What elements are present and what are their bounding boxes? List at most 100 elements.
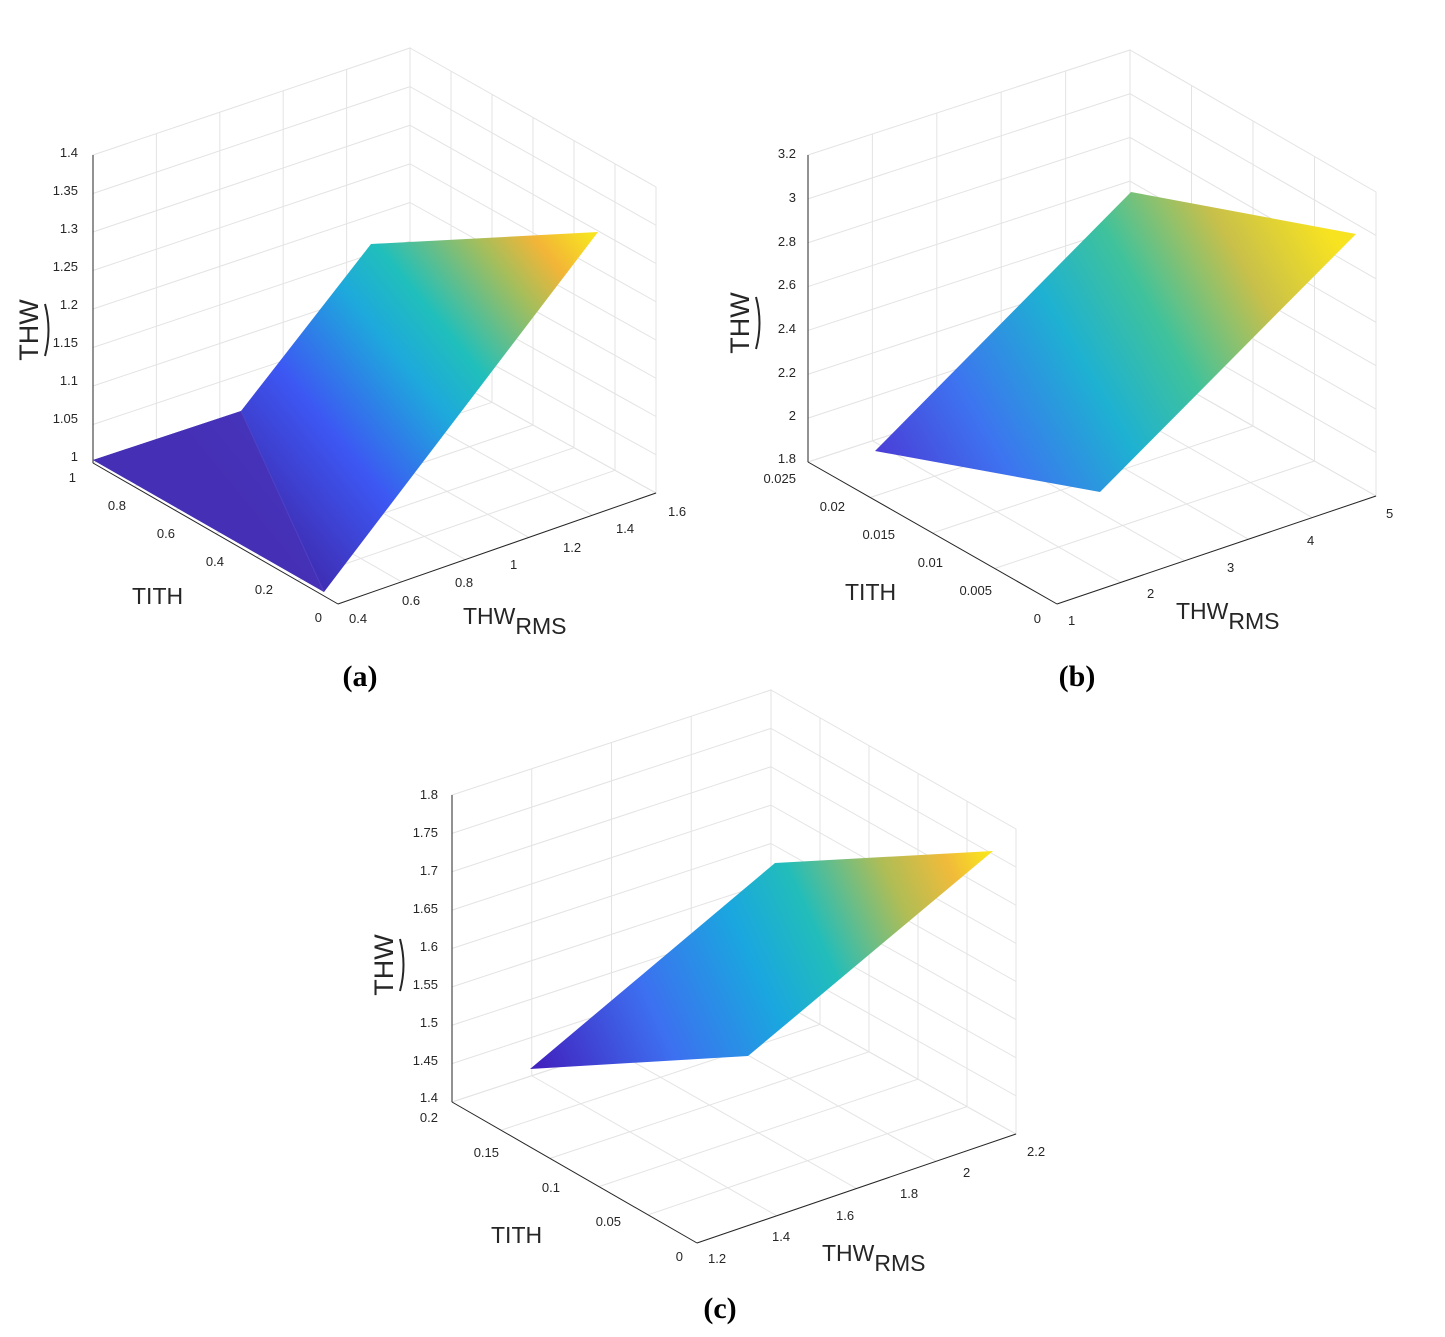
y-tick: 0.6 bbox=[157, 526, 175, 541]
grid-line bbox=[611, 1049, 857, 1189]
z-tick: 1.65 bbox=[413, 901, 438, 916]
z-tick: 1.25 bbox=[53, 259, 78, 274]
grid-line bbox=[92, 86, 411, 194]
z-tick: 1.1 bbox=[60, 373, 78, 388]
y-tick: 0.005 bbox=[959, 583, 992, 598]
grid-line bbox=[92, 202, 411, 310]
panel-b-x-label: THWRMS bbox=[1176, 598, 1280, 634]
z-tick: 2.4 bbox=[778, 321, 796, 336]
panel-a-y-ticks: 1 0.8 0.6 0.4 0.2 0 bbox=[69, 470, 322, 625]
hat-mark bbox=[44, 303, 50, 357]
x-tick: 1.6 bbox=[668, 504, 686, 519]
y-tick: 0 bbox=[1034, 611, 1041, 626]
x-tick: 2 bbox=[1147, 586, 1154, 601]
x-label-main: THW bbox=[822, 1240, 875, 1266]
panel-c-axes bbox=[451, 795, 1017, 1244]
panel-c: 1.8 1.75 1.7 1.65 1.6 1.55 1.5 1.45 1.4 … bbox=[369, 689, 1045, 1325]
x-label-sub: RMS bbox=[1228, 608, 1279, 634]
z-tick: 3.2 bbox=[778, 146, 796, 161]
panel-b-y-ticks: 0.025 0.02 0.015 0.01 0.005 0 bbox=[763, 471, 1041, 626]
hat-mark bbox=[755, 296, 761, 350]
z-tick: 2 bbox=[789, 408, 796, 423]
panel-c-y-label: TITH bbox=[491, 1222, 542, 1248]
surface-a-crease bbox=[240, 410, 325, 593]
z-tick: 3 bbox=[789, 190, 796, 205]
svg-text:THW: THW bbox=[725, 292, 755, 354]
svg-text:THW: THW bbox=[14, 299, 44, 361]
z-tick: 2.6 bbox=[778, 277, 796, 292]
z-tick: 1 bbox=[71, 449, 78, 464]
z-tick: 2.8 bbox=[778, 234, 796, 249]
grid-line bbox=[994, 460, 1315, 569]
panel-c-caption: (c) bbox=[703, 1292, 736, 1325]
panel-b-z-ticks: 3.2 3 2.8 2.6 2.4 2.2 2 1.8 bbox=[778, 146, 796, 466]
panel-b-x-ticks: 1 2 3 4 5 bbox=[1068, 506, 1393, 628]
grid-line bbox=[598, 1078, 919, 1188]
panel-a-z-label: THW bbox=[14, 299, 50, 361]
surface-a-flat-facet bbox=[93, 411, 324, 592]
panel-c-x-ticks: 1.2 1.4 1.6 1.8 2 2.2 bbox=[708, 1144, 1045, 1266]
x-tick: 1 bbox=[1068, 613, 1075, 628]
grid-line bbox=[92, 124, 411, 233]
grid-line bbox=[807, 224, 1131, 331]
z-tick: 2.2 bbox=[778, 365, 796, 380]
grid-line bbox=[807, 93, 1131, 200]
y-tick: 1 bbox=[69, 470, 76, 485]
panel-b-y-label: TITH bbox=[845, 579, 896, 605]
x-tick: 4 bbox=[1307, 533, 1314, 548]
z-tick: 1.7 bbox=[420, 863, 438, 878]
grid-line bbox=[92, 240, 411, 348]
x-tick: 0.4 bbox=[349, 611, 367, 626]
y-tick: 0.02 bbox=[820, 499, 845, 514]
grid-line bbox=[500, 1023, 821, 1131]
panel-c-y-ticks: 0.2 0.15 0.1 0.05 0 bbox=[420, 1110, 683, 1264]
x-tick: 0.6 bbox=[402, 593, 420, 608]
z-tick: 1.15 bbox=[53, 335, 78, 350]
x-label-sub: RMS bbox=[515, 613, 566, 639]
grid-line bbox=[297, 469, 616, 581]
x-tick: 2 bbox=[963, 1165, 970, 1180]
y-tick: 0.8 bbox=[108, 498, 126, 513]
x-tick: 1.6 bbox=[836, 1208, 854, 1223]
x-label-sub: RMS bbox=[874, 1250, 925, 1276]
panel-a-x-label: THWRMS bbox=[463, 603, 567, 639]
z-tick: 1.5 bbox=[420, 1015, 438, 1030]
panel-c-z-label: THW bbox=[369, 934, 405, 996]
x-tick: 1.4 bbox=[616, 521, 634, 536]
surface-c bbox=[530, 851, 993, 1069]
y-tick: 0.05 bbox=[596, 1214, 621, 1229]
panel-a-axes bbox=[92, 155, 657, 605]
x-tick: 1 bbox=[510, 557, 517, 572]
y-tick: 0.1 bbox=[542, 1180, 560, 1195]
y-tick: 0.2 bbox=[420, 1110, 438, 1125]
x-label-main: THW bbox=[463, 603, 516, 629]
panel-c-z-ticks: 1.8 1.75 1.7 1.65 1.6 1.55 1.5 1.45 1.4 bbox=[413, 787, 438, 1105]
z-tick: 1.4 bbox=[60, 145, 78, 160]
z-tick: 1.2 bbox=[60, 297, 78, 312]
x-tick: 1.2 bbox=[708, 1251, 726, 1266]
x-label-main: THW bbox=[1176, 598, 1229, 624]
z-tick: 1.8 bbox=[778, 451, 796, 466]
y-tick: 0.15 bbox=[474, 1145, 499, 1160]
grid-line bbox=[531, 1075, 777, 1217]
z-tick: 1.55 bbox=[413, 977, 438, 992]
z-tick: 1.8 bbox=[420, 787, 438, 802]
grid-line bbox=[549, 1051, 870, 1159]
x-tick: 2.2 bbox=[1027, 1144, 1045, 1159]
grid-line bbox=[807, 136, 1131, 244]
svg-text:THW: THW bbox=[369, 934, 399, 996]
panel-a-y-label: TITH bbox=[132, 583, 183, 609]
surface-b bbox=[875, 192, 1356, 492]
y-tick: 0.4 bbox=[206, 554, 224, 569]
y-tick: 0.2 bbox=[255, 582, 273, 597]
z-tick: 1.05 bbox=[53, 411, 78, 426]
x-tick: 1.8 bbox=[900, 1186, 918, 1201]
panel-a-x-ticks: 0.4 0.6 0.8 1 1.2 1.4 1.6 bbox=[349, 504, 686, 626]
z-tick: 1.4 bbox=[420, 1090, 438, 1105]
z-tick: 1.6 bbox=[420, 939, 438, 954]
grid-line bbox=[647, 1106, 968, 1216]
z-tick: 1.3 bbox=[60, 221, 78, 236]
grid-line bbox=[807, 180, 1131, 288]
x-tick: 1.2 bbox=[563, 540, 581, 555]
